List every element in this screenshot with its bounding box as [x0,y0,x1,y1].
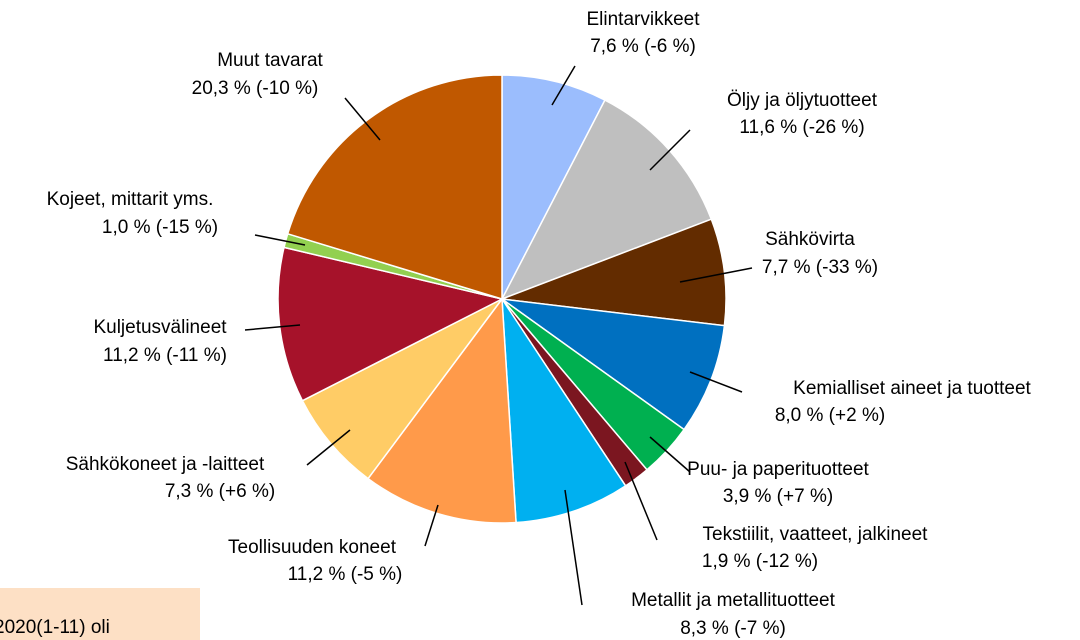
slice-name: Puu- ja paperituotteet [687,459,869,480]
slice-name: Kuljetusvälineet [93,317,227,338]
slice-name: Tekstiilit, vaatteet, jalkineet [703,524,929,545]
slice-value-label: 8,0 % (+2 %) [775,405,885,426]
annotation: 2020(1-11) oli [0,617,110,638]
slice-value-label: 11,2 % (-5 %) [288,564,403,585]
pie-slice [277,246,505,402]
slice-value-label: 11,2 % (-11 %) [103,345,227,366]
slice-name: Elintarvikkeet [587,9,701,30]
slice-name: Öljy ja öljytuotteet [727,90,878,111]
leader-line [306,429,351,466]
pie-slice [301,298,503,480]
leader-line [649,129,691,171]
leader-line [689,371,743,393]
slice-name: Kemialliset aineet ja tuotteet [793,378,1031,399]
leader-line [551,65,576,106]
slice-value-label: 7,3 % (+6 %) [165,481,275,502]
slice-name: Sähkövirta [765,229,855,250]
slice-name: Kojeet, mittarit yms. [47,189,214,210]
slice-value-label: 1,0 % (-15 %) [102,217,218,238]
slice-value-label: 1,9 % (-12 %) [702,551,818,572]
slice-value-label: 3,9 % (+7 %) [723,486,833,507]
leader-line [649,436,691,473]
slice-value-label: 7,6 % (-6 %) [590,36,696,57]
pie-slice [500,99,713,301]
leader-line [564,489,583,606]
slice-name: Metallit ja metallituotteet [631,590,836,611]
leader-line [344,97,381,141]
leader-line [424,504,439,547]
slice-value-label: 11,6 % (-26 %) [739,117,864,138]
leader-line [624,461,658,541]
pie-slice [501,218,727,327]
pie-slice [501,74,606,300]
slice-name: Muut tavarat [217,50,323,71]
note-box [0,588,200,640]
leader-line [679,267,753,283]
leader-line [244,324,301,331]
slice-value-label: 8,3 % (-7 %) [680,618,786,639]
slice-name: Sähkökoneet ja -laitteet [66,454,265,475]
pie-slice [286,74,503,301]
slice-value-label: 7,7 % (-33 %) [762,257,878,278]
leader-line [254,234,306,246]
slice-name: Teollisuuden koneet [228,537,397,558]
slice-value-label: 20,3 % (-10 %) [192,78,319,99]
pie-slice [501,296,627,524]
pie-slice [367,296,517,524]
